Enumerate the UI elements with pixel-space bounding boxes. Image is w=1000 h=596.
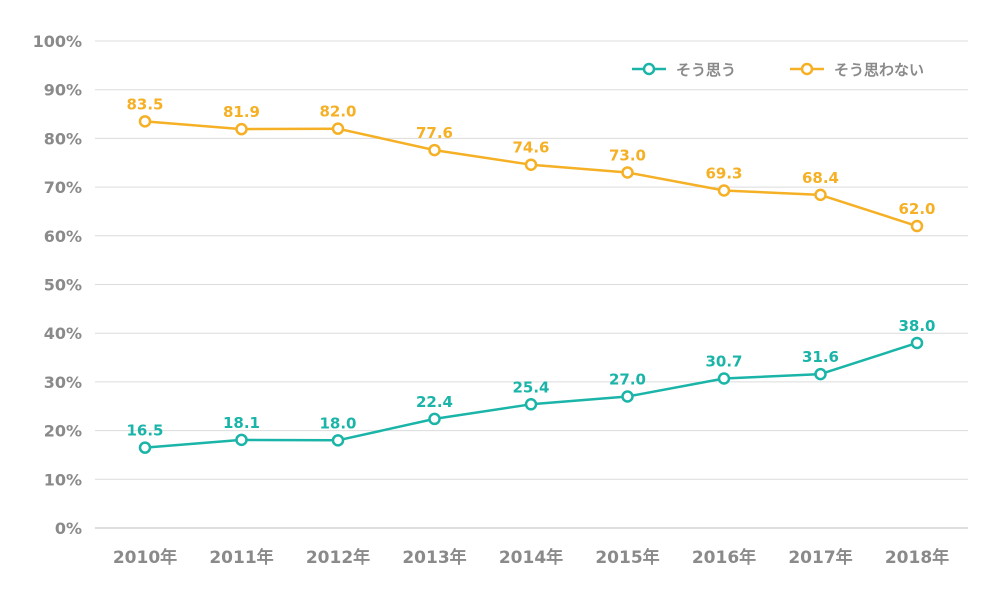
- data-label: 82.0: [319, 103, 356, 121]
- x-tick-label: 2011年: [209, 547, 273, 568]
- data-label: 62.0: [898, 200, 935, 218]
- data-point: [621, 390, 634, 403]
- data-point: [814, 367, 827, 381]
- data-label: 68.4: [802, 169, 839, 187]
- x-tick-label: 2018年: [885, 547, 949, 568]
- legend: そう思う そう思わない: [632, 61, 924, 79]
- data-point: [524, 158, 538, 171]
- data-point: [524, 398, 538, 411]
- data-label: 81.9: [223, 103, 260, 121]
- data-label: 77.6: [416, 124, 453, 142]
- data-point: [331, 122, 345, 135]
- x-axis-ticks: 2010年 2011年 2012年 2013年 2014年 2015年 2016年 2017年…: [113, 547, 949, 568]
- series-group: 16.5 18.1 18.0 22.4 25.4 27.0 30.7 31.6 38.0 83.5…: [126, 95, 936, 454]
- legend-item: そう思う: [632, 61, 736, 79]
- data-label: 69.3: [705, 165, 742, 183]
- data-label: 74.6: [512, 139, 549, 157]
- data-label: 25.4: [512, 378, 549, 396]
- y-tick-label: 40%: [44, 324, 82, 343]
- x-tick-label: 2012年: [306, 547, 370, 568]
- y-tick-label: 100%: [33, 32, 82, 51]
- data-point: [138, 115, 152, 128]
- series-2: 83.5 81.9 82.0 77.6 74.6 73.0 69.3 68.4 62.0: [126, 95, 936, 233]
- data-point: [717, 184, 731, 197]
- data-label: 83.5: [126, 95, 163, 113]
- x-tick-label: 2017年: [788, 547, 852, 568]
- data-point: [428, 143, 441, 157]
- legend-marker: [642, 62, 656, 76]
- y-tick-label: 90%: [44, 81, 82, 100]
- gridlines: [95, 40, 968, 529]
- y-tick-label: 10%: [44, 470, 82, 489]
- y-tick-label: 50%: [44, 276, 82, 295]
- y-tick-label: 0%: [55, 519, 82, 538]
- data-point: [814, 188, 827, 202]
- data-label: 38.0: [898, 317, 935, 335]
- x-tick-label: 2016年: [692, 547, 756, 568]
- data-point: [621, 166, 634, 179]
- data-label: 31.6: [802, 348, 839, 366]
- x-tick-label: 2015年: [595, 547, 659, 568]
- x-tick-label: 2013年: [402, 547, 466, 568]
- legend-label: そう思わない: [834, 61, 924, 79]
- data-label: 73.0: [609, 146, 646, 164]
- data-point: [235, 122, 248, 136]
- legend-label: そう思う: [676, 61, 736, 79]
- y-tick-label: 20%: [44, 422, 82, 441]
- y-tick-label: 30%: [44, 373, 82, 392]
- data-label: 18.0: [319, 414, 356, 432]
- data-label: 30.7: [705, 352, 742, 370]
- y-tick-label: 70%: [44, 178, 82, 197]
- data-point: [910, 336, 924, 350]
- y-tick-label: 80%: [44, 129, 82, 148]
- data-point: [331, 434, 345, 447]
- legend-item: そう思わない: [790, 61, 924, 79]
- data-point: [910, 219, 924, 233]
- y-axis-ticks: 0% 10% 20% 30% 40% 50% 60% 70% 80% 90% 100%: [33, 32, 82, 538]
- data-label: 22.4: [416, 393, 453, 411]
- series-1: 16.5 18.1 18.0 22.4 25.4 27.0 30.7 31.6 38.0: [126, 317, 936, 454]
- data-point: [428, 412, 441, 426]
- data-point: [235, 433, 248, 447]
- data-point: [138, 441, 152, 454]
- x-tick-label: 2014年: [499, 547, 563, 568]
- legend-marker: [800, 62, 814, 76]
- data-label: 16.5: [126, 422, 163, 440]
- y-tick-label: 60%: [44, 227, 82, 246]
- data-label: 27.0: [609, 371, 646, 389]
- data-point: [717, 372, 731, 385]
- data-label: 18.1: [223, 414, 260, 432]
- x-tick-label: 2010年: [113, 547, 177, 568]
